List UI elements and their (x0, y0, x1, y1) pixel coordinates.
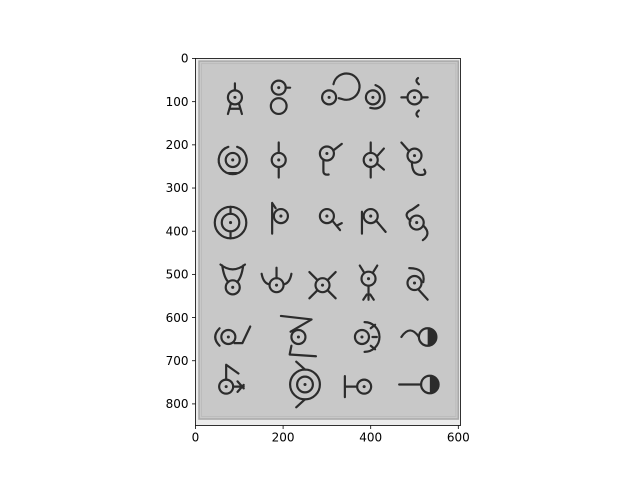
y-tick-label: 200 (166, 138, 189, 152)
unown-glyph-s (358, 264, 379, 301)
unown-glyph-qm (343, 375, 373, 399)
unown-glyph-w (353, 321, 381, 353)
unown-glyph-x (400, 327, 438, 347)
x-tick-label: 400 (359, 431, 382, 445)
unown-glyph-d (364, 84, 386, 110)
plot-area (195, 58, 461, 426)
y-tick-label: 700 (166, 354, 189, 368)
unown-glyph-g (270, 141, 287, 179)
unown-glyph-c (320, 72, 361, 106)
unown-glyph-r (308, 270, 337, 300)
unown-glyph-m (318, 207, 343, 232)
y-tick-label: 500 (166, 268, 189, 282)
y-tick-label: 800 (166, 397, 189, 411)
x-tick-label: 200 (272, 431, 295, 445)
unown-glyph-i (362, 141, 385, 179)
paper-inner-edge (201, 63, 457, 418)
y-tick-label: 0 (181, 52, 189, 66)
axes-spines (195, 58, 461, 426)
unown-glyph-n (360, 207, 387, 235)
unown-glyph-z (289, 360, 321, 409)
axes-frame (195, 58, 461, 426)
unown-glyph-y (218, 363, 245, 395)
unown-glyph-t (406, 267, 429, 301)
unown-glyph-l (271, 201, 290, 235)
unown-glyph-ex (398, 374, 440, 395)
unown-glyph-p (219, 263, 247, 296)
paper-sheet (198, 60, 460, 420)
glyph-layer (213, 72, 440, 409)
unown-glyph-a (226, 82, 244, 116)
y-tick-label: 600 (166, 311, 189, 325)
unown-glyph-k (213, 205, 248, 240)
x-tick-label: 0 (192, 431, 200, 445)
x-axis: 0 200 400 600 (192, 425, 470, 445)
x-tick-label: 600 (447, 431, 470, 445)
unown-glyph-j (400, 141, 427, 177)
unown-glyph-v (279, 314, 318, 358)
unown-glyph-h (318, 142, 343, 176)
y-tick-label: 400 (166, 224, 189, 238)
y-tick-label: 300 (166, 181, 189, 195)
unown-glyph-e (400, 76, 429, 118)
unown-glyph-u (214, 325, 252, 347)
y-tick-label: 100 (166, 95, 189, 109)
y-axis: 0 100 200 300 400 500 600 700 800 (166, 52, 196, 411)
unown-glyph-q (260, 266, 293, 294)
unown-glyph-b (269, 79, 292, 116)
unown-glyph-f (217, 145, 248, 176)
unown-glyph-o (405, 203, 429, 242)
